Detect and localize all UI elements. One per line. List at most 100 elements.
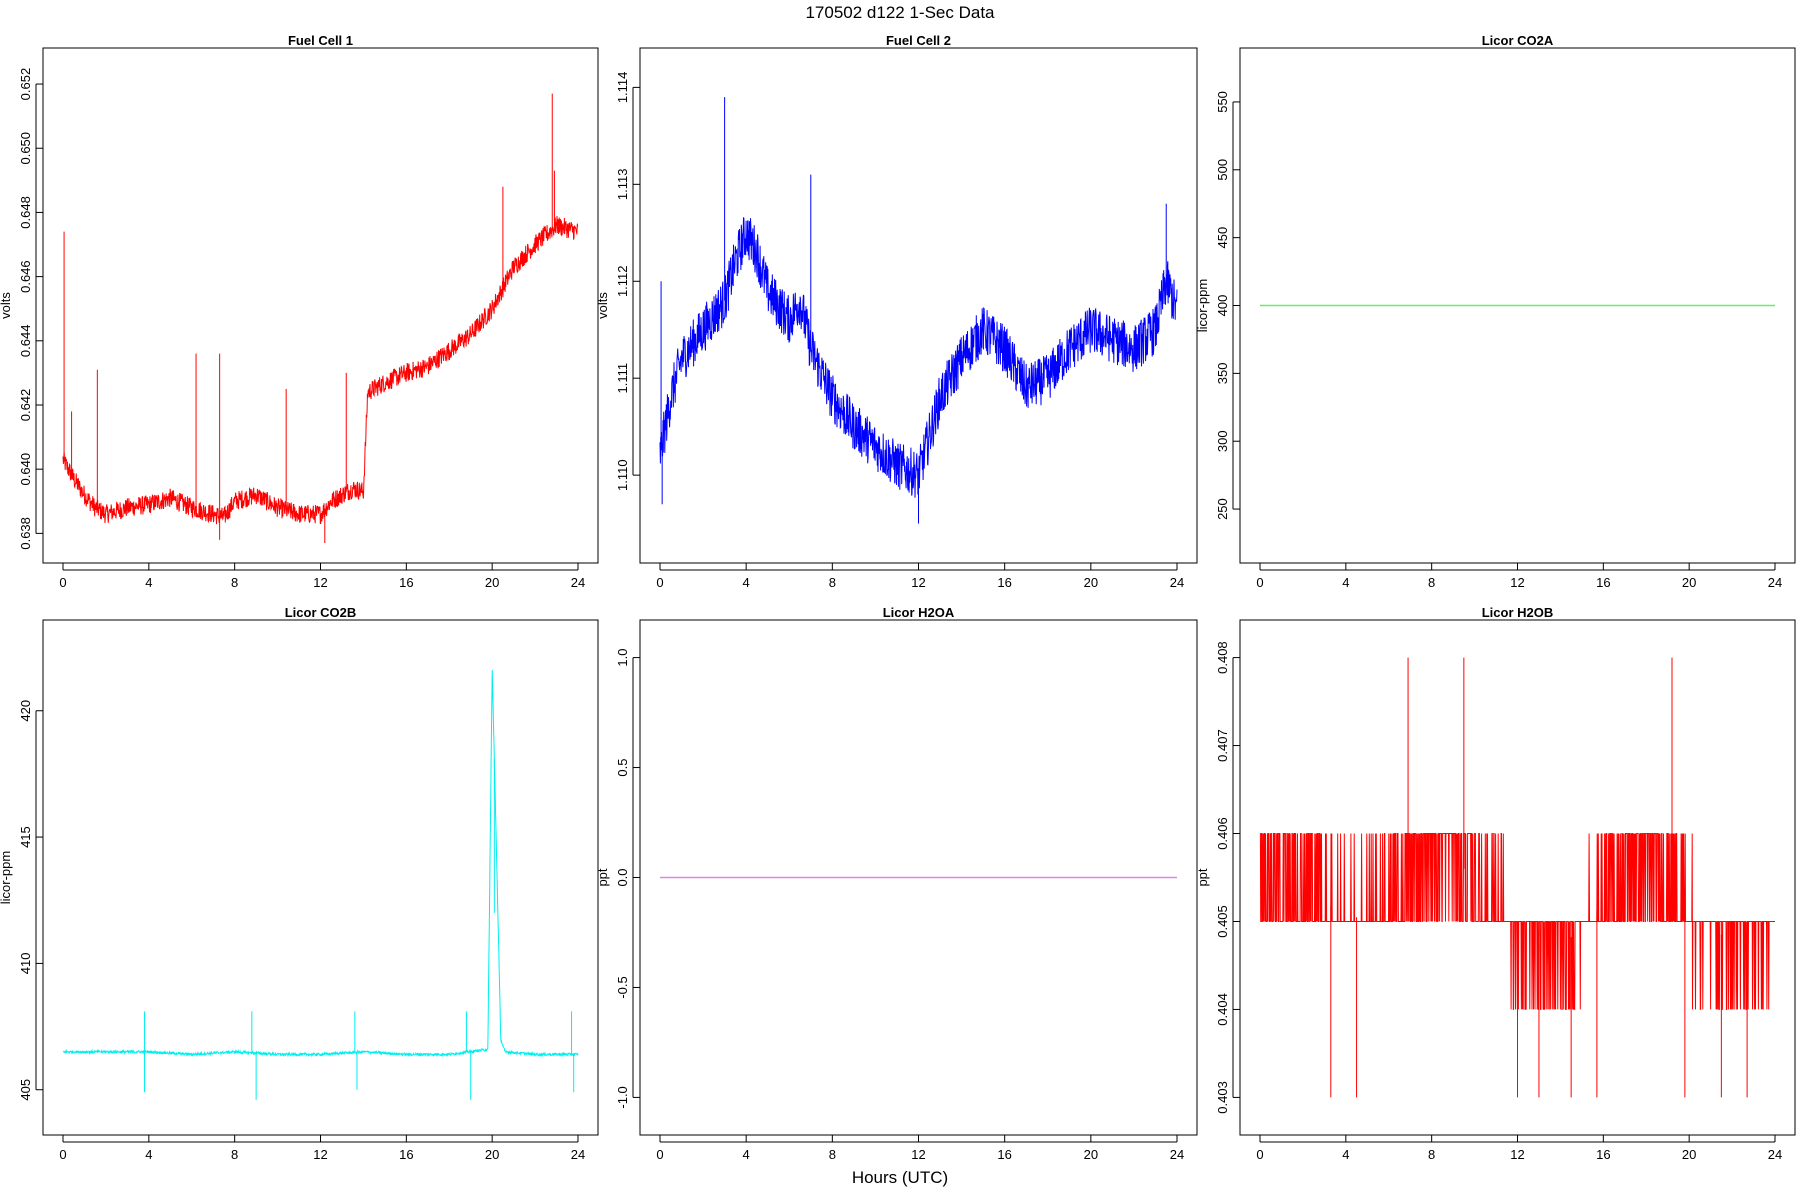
x-tick-label: 8 xyxy=(829,575,836,590)
y-tick-label: 0.642 xyxy=(18,389,33,422)
x-tick-label: 24 xyxy=(1170,575,1184,590)
y-tick-label: 0.644 xyxy=(18,325,33,358)
y-tick-label: 250 xyxy=(1215,498,1230,520)
y-tick-label: 0.652 xyxy=(18,68,33,101)
x-tick-label: 4 xyxy=(743,1147,750,1162)
x-tick-label: 4 xyxy=(1342,575,1349,590)
chart-panel-1: Fuel Cell 1 0 4 8 12 16 20 24 0.638 0.640 0.642 0.6… xyxy=(0,33,599,590)
y-axis-label: ppt xyxy=(595,868,610,886)
y-tick-label: 1.112 xyxy=(615,265,630,297)
x-tick-label: 0 xyxy=(656,1147,663,1162)
x-tick-label: 20 xyxy=(1084,575,1098,590)
panel-title: Licor H2OB xyxy=(1482,605,1554,620)
x-tick-label: 16 xyxy=(399,575,413,590)
x-tick-label: 12 xyxy=(313,1147,327,1162)
y-tick-label: 350 xyxy=(1215,363,1230,385)
y-tick-label: 420 xyxy=(18,700,33,722)
y-axis-label: licor-ppm xyxy=(0,851,13,904)
y-tick-label: 405 xyxy=(18,1079,33,1101)
series-line-1 xyxy=(659,217,1178,498)
panel-title: Fuel Cell 2 xyxy=(886,33,951,48)
y-axis-label: ppt xyxy=(1195,868,1210,886)
x-tick-label: 24 xyxy=(571,575,585,590)
y-tick-label: 0.404 xyxy=(1215,993,1230,1026)
y-tick-label: -1.0 xyxy=(615,1086,630,1108)
x-tick-label: 24 xyxy=(1170,1147,1184,1162)
y-axis-label: licor-ppm xyxy=(1195,279,1210,332)
panel-title: Licor H2OA xyxy=(883,605,955,620)
x-tick-label: 4 xyxy=(145,1147,152,1162)
plot-frame xyxy=(42,619,599,1136)
y-tick-label: 1.111 xyxy=(615,363,630,394)
x-tick-label: 8 xyxy=(829,1147,836,1162)
chart-panel-2: Fuel Cell 2 0 4 8 12 16 20 24 1.110 1.111 1.112 1.1… xyxy=(595,33,1198,590)
x-tick-label: 16 xyxy=(1596,575,1610,590)
y-tick-label: 1.110 xyxy=(615,459,630,491)
y-tick-label: 0.406 xyxy=(1215,817,1230,850)
x-tick-label: 0 xyxy=(656,575,663,590)
panel-title: Licor CO2B xyxy=(285,605,357,620)
x-tick-label: 20 xyxy=(485,1147,499,1162)
y-tick-label: 1.0 xyxy=(615,649,630,667)
series-line-1 xyxy=(62,669,579,1058)
y-tick-label: 0.405 xyxy=(1215,905,1230,938)
x-tick-label: 0 xyxy=(59,1147,66,1162)
x-tick-label: 12 xyxy=(911,1147,925,1162)
y-tick-label: 500 xyxy=(1215,159,1230,181)
y-tick-label: 0.403 xyxy=(1215,1081,1230,1114)
y-tick-label: 400 xyxy=(1215,295,1230,317)
x-tick-label: 4 xyxy=(1342,1147,1349,1162)
x-tick-label: 16 xyxy=(399,1147,413,1162)
y-axis-label: volts xyxy=(0,292,13,319)
x-tick-label: 8 xyxy=(1428,575,1435,590)
y-tick-label: 1.114 xyxy=(615,72,630,104)
chart-panel-4: Licor CO2B 0 4 8 12 16 20 24 405 410 415 420 licor-p… xyxy=(0,605,599,1162)
y-tick-label: 550 xyxy=(1215,91,1230,113)
x-tick-label: 4 xyxy=(743,575,750,590)
x-tick-label: 24 xyxy=(1768,1147,1782,1162)
y-tick-label: 1.113 xyxy=(615,169,630,201)
x-tick-label: 8 xyxy=(1428,1147,1435,1162)
x-tick-label: 12 xyxy=(1510,575,1524,590)
chart-panel-5: Licor H2OA 0 4 8 12 16 20 24 -1.0 -0.5 0.0 0.5 1.0 pp… xyxy=(595,605,1198,1162)
y-tick-label: 415 xyxy=(18,826,33,848)
y-tick-label: 0.408 xyxy=(1215,641,1230,674)
figure-title: 170502 d122 1-Sec Data xyxy=(805,3,995,22)
x-tick-label: 0 xyxy=(1256,1147,1263,1162)
y-tick-label: 300 xyxy=(1215,430,1230,452)
x-tick-label: 12 xyxy=(911,575,925,590)
series-line-1 xyxy=(62,215,579,525)
chart-panel-6: Licor H2OB 0 4 8 12 16 20 24 0.403 0.404 0.405 0.40… xyxy=(1195,605,1796,1162)
chart-panel-3: Licor CO2A 0 4 8 12 16 20 24 250 300 350 400 450 500 5… xyxy=(1195,33,1796,590)
y-tick-label: 410 xyxy=(18,953,33,975)
y-tick-label: 0.407 xyxy=(1215,729,1230,762)
x-tick-label: 16 xyxy=(1596,1147,1610,1162)
x-tick-label: 0 xyxy=(1256,575,1263,590)
panel-title: Fuel Cell 1 xyxy=(288,33,353,48)
x-tick-label: 16 xyxy=(997,1147,1011,1162)
y-axis-label: volts xyxy=(595,292,610,319)
y-tick-label: 0.640 xyxy=(18,453,33,486)
panel-title: Licor CO2A xyxy=(1482,33,1554,48)
y-tick-label: 0.0 xyxy=(615,868,630,886)
y-tick-label: 0.646 xyxy=(18,260,33,293)
x-tick-label: 24 xyxy=(1768,575,1782,590)
x-tick-label: 12 xyxy=(313,575,327,590)
x-tick-label: 16 xyxy=(997,575,1011,590)
x-tick-label: 4 xyxy=(145,575,152,590)
x-tick-label: 20 xyxy=(1682,575,1696,590)
plot-frame xyxy=(42,47,599,564)
y-tick-label: 450 xyxy=(1215,227,1230,249)
x-tick-label: 0 xyxy=(59,575,66,590)
x-tick-label: 24 xyxy=(571,1147,585,1162)
y-tick-label: 0.650 xyxy=(18,132,33,165)
y-tick-label: 0.5 xyxy=(615,759,630,777)
y-tick-label: 0.648 xyxy=(18,196,33,229)
y-tick-label: -0.5 xyxy=(615,976,630,998)
x-tick-label: 20 xyxy=(1682,1147,1696,1162)
x-tick-label: 20 xyxy=(485,575,499,590)
x-tick-label: 12 xyxy=(1510,1147,1524,1162)
x-tick-label: 20 xyxy=(1084,1147,1098,1162)
x-tick-label: 8 xyxy=(231,575,238,590)
